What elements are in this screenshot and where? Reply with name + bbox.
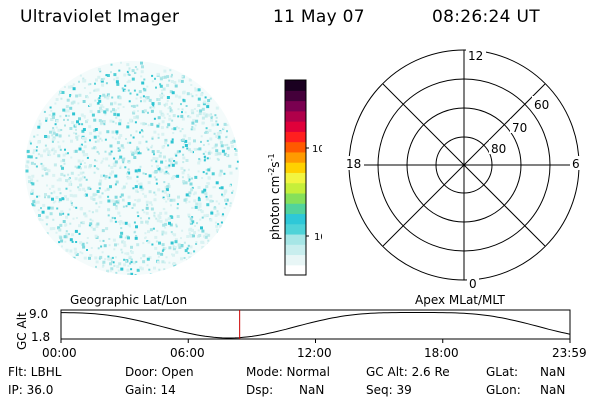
lat-label-80: 80 [491, 142, 506, 156]
lat-label-70: 70 [512, 121, 527, 135]
image-disk-background [25, 61, 239, 275]
colorbar-segment [285, 121, 306, 132]
gain-status: Gain: 14 [125, 383, 176, 397]
polar-grid: 12 18 6 0 60 70 80 [344, 48, 582, 291]
colorbar-gradient [285, 80, 306, 276]
colorbar-segment [285, 203, 306, 215]
image-pixels [25, 61, 239, 275]
ip-status: IP: 36.0 [8, 383, 54, 397]
colorbar-segment [285, 151, 306, 163]
colorbar-segment [285, 162, 306, 173]
colorbar-segment [285, 141, 306, 153]
lat-label-60: 60 [534, 98, 549, 112]
filter-status: Flt: LBHL [8, 365, 62, 379]
colorbar-frame [284, 79, 307, 276]
colorbar-segment [285, 223, 306, 235]
colorbar-segment [285, 233, 306, 245]
glon-label: GLon: [486, 383, 521, 397]
colorbar-tick-label: 10 [314, 232, 322, 243]
colorbar: 100 10 photon cm-2s-1 [267, 79, 322, 276]
glon-value: NaN [540, 383, 566, 397]
seq-status: Seq: 39 [366, 383, 412, 397]
dsp-label: Dsp: [246, 383, 274, 397]
timeline-frame [60, 309, 571, 340]
meridian-diagonal [382, 83, 546, 247]
x-tick-label: 00:00 [42, 346, 77, 360]
colorbar-segment [285, 182, 306, 194]
colorbar-unit-label: photon cm-2s-1 [267, 153, 282, 240]
mlt-label-12: 12 [468, 49, 483, 63]
mlt-label-18: 18 [346, 157, 361, 171]
observation-time: 08:26:24 UT [432, 7, 540, 27]
colorbar-segment [285, 264, 306, 276]
colorbar-segment [285, 110, 306, 122]
x-tick-label: 06:00 [170, 346, 205, 360]
door-status: Door: Open [125, 365, 194, 379]
geographic-title: Geographic Lat/Lon [70, 293, 188, 307]
colorbar-segment [285, 244, 306, 256]
dsp-value: NaN [299, 383, 325, 397]
colorbar-segment [285, 100, 306, 112]
altitude-curve [61, 312, 571, 339]
glat-value: NaN [540, 365, 566, 379]
colorbar-segment [285, 131, 306, 143]
observation-date: 11 May 07 [273, 7, 365, 27]
x-tick-label: 23:59 [552, 346, 587, 360]
x-tick-label: 12:00 [297, 346, 332, 360]
mlt-label-0: 0 [469, 277, 477, 291]
gc-alt-status: GC Alt: 2.6 Re [366, 365, 450, 379]
gc-alt-axis-label: GC Alt [15, 312, 29, 350]
orbit-timeline: GC Alt 9.0 1.8 [15, 307, 571, 350]
auroral-image [25, 61, 239, 275]
colorbar-segment [285, 213, 306, 225]
colorbar-segment [285, 80, 306, 91]
mlt-label-6: 6 [572, 157, 580, 171]
x-tick-label: 18:00 [424, 346, 459, 360]
colorbar-segment [285, 90, 306, 102]
x-axis-ticks [60, 339, 571, 343]
instrument-title: Ultraviolet Imager [20, 7, 180, 27]
apex-title: Apex MLat/MLT [415, 293, 505, 307]
colorbar-segment [285, 192, 306, 204]
colorbar-tick-label: 100 [312, 144, 322, 155]
glat-label: GLat: [486, 365, 519, 379]
colorbar-segment [285, 172, 306, 184]
y-tick-9: 9.0 [29, 307, 48, 321]
y-tick-1.8: 1.8 [31, 330, 50, 344]
mode-status: Mode: Normal [246, 365, 330, 379]
colorbar-segment [285, 254, 306, 266]
